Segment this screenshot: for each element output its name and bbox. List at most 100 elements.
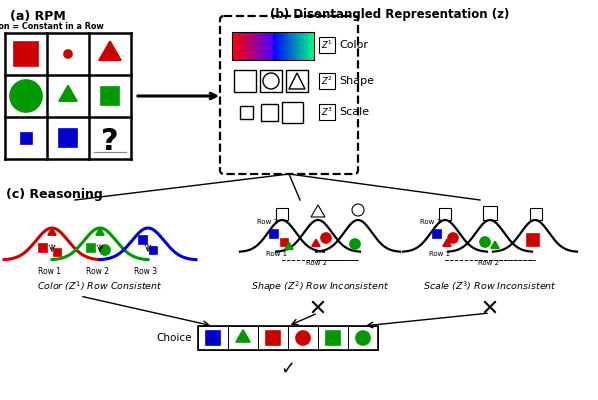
Bar: [309, 32, 310, 60]
Bar: [283, 32, 284, 60]
Bar: [272, 32, 273, 60]
Bar: [264, 32, 265, 60]
Bar: [150, 246, 157, 254]
Bar: [310, 32, 311, 60]
Bar: [257, 32, 258, 60]
Bar: [257, 32, 258, 60]
Text: Scale ($Z^3$) Row Inconsistent: Scale ($Z^3$) Row Inconsistent: [423, 280, 557, 293]
Bar: [312, 32, 313, 60]
Bar: [311, 32, 312, 60]
Bar: [240, 32, 241, 60]
Bar: [292, 32, 293, 60]
Bar: [275, 32, 276, 60]
Bar: [265, 32, 266, 60]
Bar: [259, 32, 260, 60]
Bar: [295, 32, 296, 60]
Bar: [261, 32, 263, 60]
Text: Row 1: Row 1: [429, 251, 450, 257]
Bar: [291, 32, 292, 60]
Bar: [234, 32, 236, 60]
Bar: [267, 32, 268, 60]
Bar: [206, 331, 220, 345]
Bar: [233, 32, 234, 60]
Bar: [242, 32, 243, 60]
Bar: [244, 32, 245, 60]
Bar: [319, 104, 335, 120]
Bar: [279, 32, 280, 60]
Bar: [284, 32, 285, 60]
Bar: [319, 73, 335, 89]
Bar: [294, 32, 295, 60]
Polygon shape: [312, 239, 320, 246]
Bar: [265, 32, 266, 60]
Bar: [263, 32, 264, 60]
Bar: [254, 32, 255, 60]
Polygon shape: [236, 330, 250, 342]
Bar: [290, 32, 291, 60]
Bar: [246, 32, 247, 60]
Polygon shape: [285, 242, 293, 249]
Bar: [260, 32, 261, 60]
Bar: [264, 32, 266, 60]
Bar: [249, 32, 250, 60]
Bar: [307, 32, 309, 60]
Text: Choice: Choice: [157, 333, 192, 343]
Bar: [238, 32, 239, 60]
Bar: [310, 32, 311, 60]
Bar: [305, 32, 306, 60]
Bar: [300, 32, 301, 60]
Bar: [235, 32, 236, 60]
Text: Row 1: Row 1: [267, 251, 288, 257]
Bar: [292, 32, 293, 60]
Bar: [59, 129, 77, 147]
Bar: [268, 32, 269, 60]
Bar: [269, 32, 270, 60]
Bar: [303, 32, 304, 60]
Bar: [287, 32, 288, 60]
Text: Row 3: Row 3: [135, 267, 157, 276]
Bar: [277, 32, 279, 60]
Bar: [250, 32, 251, 60]
Bar: [276, 32, 277, 60]
Bar: [306, 32, 307, 60]
Bar: [300, 32, 301, 60]
Bar: [304, 32, 305, 60]
Text: Shape ($Z^2$) Row Inconsistent: Shape ($Z^2$) Row Inconsistent: [251, 280, 389, 294]
Polygon shape: [96, 228, 104, 235]
Bar: [302, 32, 303, 60]
Bar: [286, 32, 287, 60]
Bar: [289, 32, 290, 60]
Circle shape: [350, 239, 360, 249]
Bar: [348, 326, 378, 350]
Bar: [20, 132, 32, 144]
Bar: [306, 32, 307, 60]
Text: ?: ?: [101, 126, 119, 156]
Bar: [139, 236, 147, 244]
Bar: [308, 32, 309, 60]
Circle shape: [448, 233, 458, 243]
Bar: [252, 32, 254, 60]
Bar: [288, 32, 289, 60]
Text: $Z^1$: $Z^1$: [321, 39, 333, 51]
Bar: [313, 32, 315, 60]
Bar: [307, 32, 308, 60]
Circle shape: [10, 80, 42, 112]
Bar: [242, 32, 243, 60]
Text: Row 2: Row 2: [477, 260, 499, 266]
Text: (b) Disentangled Representation (z): (b) Disentangled Representation (z): [270, 8, 509, 21]
Bar: [274, 32, 275, 60]
Text: Row 1: Row 1: [38, 267, 62, 276]
Bar: [101, 87, 119, 105]
Bar: [232, 32, 233, 60]
Bar: [257, 32, 258, 60]
Bar: [238, 32, 239, 60]
Bar: [240, 106, 253, 119]
Bar: [261, 104, 278, 121]
Bar: [308, 32, 309, 60]
Bar: [286, 32, 288, 60]
Bar: [285, 32, 286, 60]
Circle shape: [64, 50, 72, 58]
Bar: [262, 32, 263, 60]
Bar: [312, 32, 313, 60]
Bar: [279, 32, 280, 60]
